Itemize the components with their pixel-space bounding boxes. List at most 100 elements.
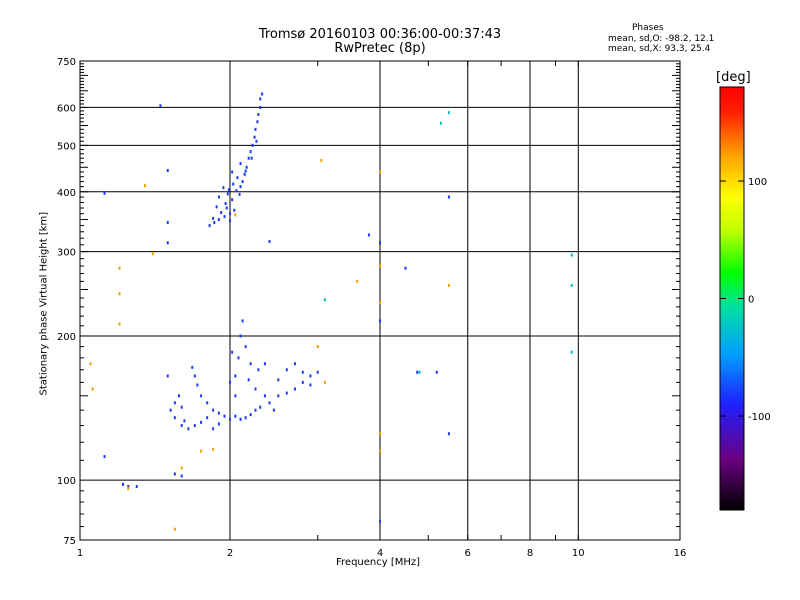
data-point <box>261 92 264 96</box>
data-point <box>379 170 381 174</box>
colorbar-tick-label: 100 <box>748 177 767 188</box>
data-point <box>180 424 183 428</box>
data-point <box>439 121 442 125</box>
data-point <box>241 319 244 323</box>
data-point <box>127 487 130 491</box>
y-tick-label: 75 <box>63 536 76 547</box>
data-point <box>217 195 220 199</box>
data-point <box>254 127 257 131</box>
data-point <box>208 224 211 228</box>
data-point <box>118 266 121 270</box>
data-point <box>253 135 256 139</box>
data-point <box>250 156 253 160</box>
data-point <box>237 356 240 360</box>
data-point <box>285 368 288 372</box>
data-point <box>379 300 381 304</box>
data-point <box>247 378 250 382</box>
x-axis-label: Frequency [MHz] <box>336 557 421 568</box>
data-point <box>239 185 242 189</box>
data-point <box>257 368 260 372</box>
data-point <box>447 432 450 436</box>
data-point <box>245 165 248 169</box>
data-point <box>215 205 218 209</box>
data-point <box>356 279 359 283</box>
data-point <box>418 370 421 374</box>
x-tick-label: 6 <box>465 548 471 559</box>
data-point <box>416 370 419 374</box>
x-tick-label: 16 <box>674 548 687 559</box>
data-point <box>229 219 231 223</box>
chart-subtitle: RwPretec (8p) <box>334 41 426 56</box>
data-point <box>166 374 169 378</box>
data-point <box>217 218 220 222</box>
chart-title: Tromsø 20160103 00:36:00-00:37:43 <box>258 27 502 42</box>
data-point <box>166 221 169 225</box>
data-point <box>249 150 252 154</box>
data-point <box>239 334 242 338</box>
data-point <box>180 466 183 470</box>
data-point <box>213 221 216 225</box>
data-point <box>249 362 252 366</box>
data-point <box>103 191 106 195</box>
data-point <box>231 198 234 202</box>
data-point <box>247 156 250 160</box>
data-point <box>212 427 215 431</box>
data-point <box>143 184 146 188</box>
data-point <box>166 169 169 173</box>
data-point <box>239 417 242 421</box>
data-point <box>435 370 438 374</box>
y-tick-label: 200 <box>57 332 76 343</box>
colorbar-tick-label: -100 <box>748 412 771 423</box>
data-point <box>200 394 203 398</box>
data-point <box>316 370 319 374</box>
data-point <box>239 162 242 166</box>
stats-line-x: mean, sd,X: 93.3, 25.4 <box>608 44 711 54</box>
y-tick-label: 750 <box>57 57 76 68</box>
x-tick-label: 10 <box>572 548 585 559</box>
data-point <box>173 472 176 476</box>
data-point <box>135 484 138 488</box>
data-point <box>229 417 231 421</box>
data-point <box>238 192 241 196</box>
data-point <box>159 104 162 108</box>
x-tick-label: 1 <box>77 548 83 559</box>
y-tick-label: 600 <box>57 103 76 114</box>
data-point <box>244 169 247 173</box>
stats-line-o: mean, sd,O: -98.2, 12.1 <box>608 34 715 44</box>
data-point <box>316 345 319 349</box>
data-point <box>251 143 254 147</box>
data-point <box>233 208 236 212</box>
colorbar-tick-label: 0 <box>748 295 754 306</box>
data-point <box>234 213 237 217</box>
data-point <box>173 401 176 405</box>
data-point <box>367 233 370 237</box>
data-point <box>263 394 266 398</box>
data-point <box>379 449 381 453</box>
data-point <box>309 374 312 378</box>
data-point <box>122 482 125 486</box>
data-point <box>235 189 238 193</box>
data-point <box>229 380 231 384</box>
data-point <box>232 182 235 186</box>
data-point <box>257 112 260 116</box>
data-point <box>151 252 154 256</box>
data-point <box>301 380 304 384</box>
data-point <box>570 253 573 257</box>
data-point <box>268 401 271 405</box>
data-point <box>180 474 183 478</box>
data-point <box>191 365 194 369</box>
data-point <box>227 188 230 192</box>
data-point <box>212 216 215 220</box>
data-point <box>323 298 326 302</box>
data-point <box>309 383 312 387</box>
data-point <box>379 319 381 323</box>
data-point <box>206 401 209 405</box>
data-point <box>166 241 169 245</box>
data-point <box>89 362 92 366</box>
data-point <box>268 239 271 243</box>
data-point <box>447 283 450 287</box>
data-point <box>193 424 196 428</box>
data-point <box>118 292 121 296</box>
data-point <box>236 176 239 180</box>
data-point <box>255 139 258 143</box>
